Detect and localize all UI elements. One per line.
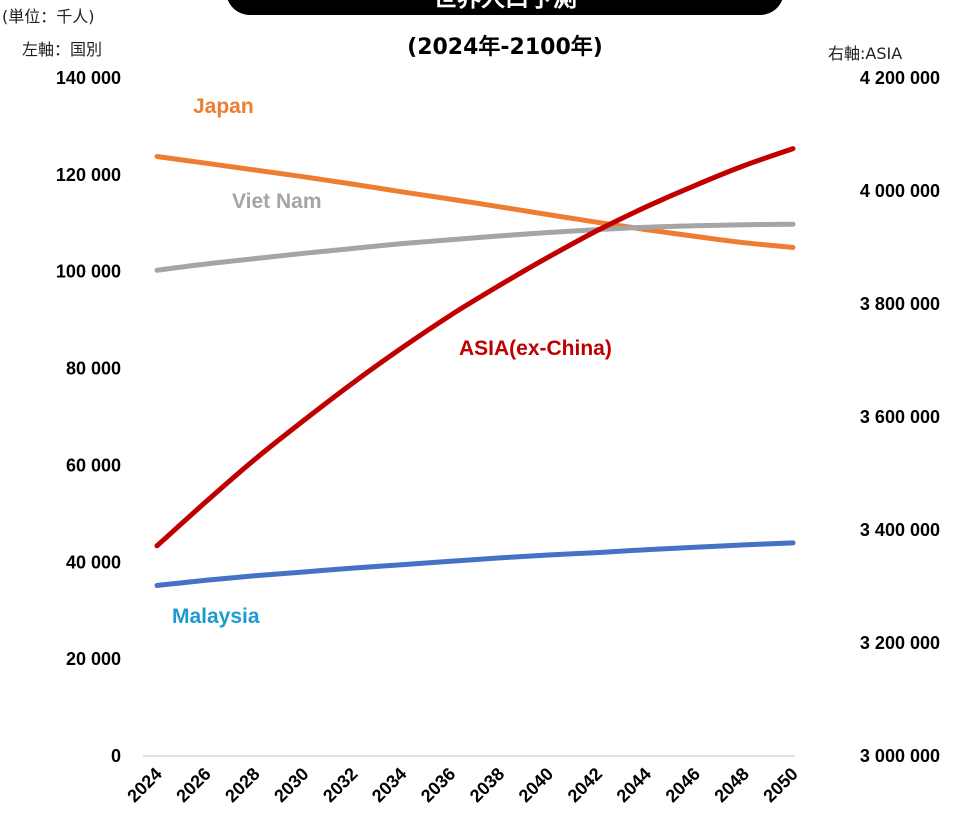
x-tick-label: 2028 bbox=[221, 764, 263, 806]
series-line-asia-ex-china bbox=[154, 146, 796, 549]
series-line-viet-nam bbox=[154, 221, 796, 273]
series-label-malaysia: Malaysia bbox=[172, 605, 260, 628]
x-tick-label: 2024 bbox=[123, 764, 165, 806]
left-tick-label: 140 000 bbox=[56, 68, 121, 88]
left-tick-label: 40 000 bbox=[66, 552, 121, 572]
right-tick-label: 4 200 000 bbox=[860, 68, 940, 88]
series-labels: Japan Viet Nam ASIA(ex-China) Malaysia bbox=[172, 95, 612, 628]
x-tick-label: 2030 bbox=[270, 764, 312, 806]
series-label-asia-ex-china: ASIA(ex-China) bbox=[459, 337, 612, 360]
x-tick-label: 2026 bbox=[172, 764, 214, 806]
title-banner-text: 世界人口予測 bbox=[433, 0, 577, 12]
unit-note: (単位：千人) bbox=[2, 7, 95, 26]
chart-subtitle: (2024年-2100年) bbox=[407, 34, 603, 60]
series-line-japan bbox=[154, 154, 796, 250]
x-tick-label: 2048 bbox=[710, 764, 752, 806]
right-tick-label: 3 800 000 bbox=[860, 294, 940, 314]
left-axis-note: 左軸：国別 bbox=[22, 40, 102, 59]
x-tick-label: 2046 bbox=[662, 764, 704, 806]
right-axis-note: 右軸:ASIA bbox=[828, 44, 902, 63]
x-tick-label: 2034 bbox=[368, 764, 410, 806]
left-tick-label: 120 000 bbox=[56, 165, 121, 185]
left-axis: 0 20 000 40 000 60 000 80 000 100 000 120 000 1… bbox=[56, 68, 121, 766]
x-axis: 2024 2026 2028 2030 2032 2034 2036 2038 2040 2042… bbox=[123, 764, 801, 806]
right-axis: 3 000 000 3 200 000 3 400 000 3 600 000 3 80… bbox=[860, 68, 940, 766]
x-tick-label: 2038 bbox=[466, 764, 508, 806]
right-tick-label: 3 400 000 bbox=[860, 520, 940, 540]
left-tick-label: 80 000 bbox=[66, 359, 121, 379]
series-label-viet-nam: Viet Nam bbox=[232, 190, 322, 213]
x-tick-label: 2040 bbox=[515, 764, 557, 806]
left-tick-label: 100 000 bbox=[56, 262, 121, 282]
left-tick-label: 0 bbox=[111, 746, 121, 766]
series-lines bbox=[154, 146, 796, 588]
x-tick-label: 2036 bbox=[417, 764, 459, 806]
title-banner bbox=[227, 0, 783, 15]
right-tick-label: 4 000 000 bbox=[860, 181, 940, 201]
x-tick-label: 2032 bbox=[319, 764, 361, 806]
series-label-japan: Japan bbox=[193, 95, 254, 118]
left-tick-label: 20 000 bbox=[66, 649, 121, 669]
x-tick-label: 2050 bbox=[759, 764, 801, 806]
right-tick-label: 3 200 000 bbox=[860, 633, 940, 653]
right-tick-label: 3 600 000 bbox=[860, 407, 940, 427]
right-tick-label: 3 000 000 bbox=[860, 746, 940, 766]
x-tick-label: 2044 bbox=[613, 764, 655, 806]
x-tick-label: 2042 bbox=[564, 764, 606, 806]
series-line-malaysia bbox=[154, 540, 796, 588]
left-tick-label: 60 000 bbox=[66, 455, 121, 475]
